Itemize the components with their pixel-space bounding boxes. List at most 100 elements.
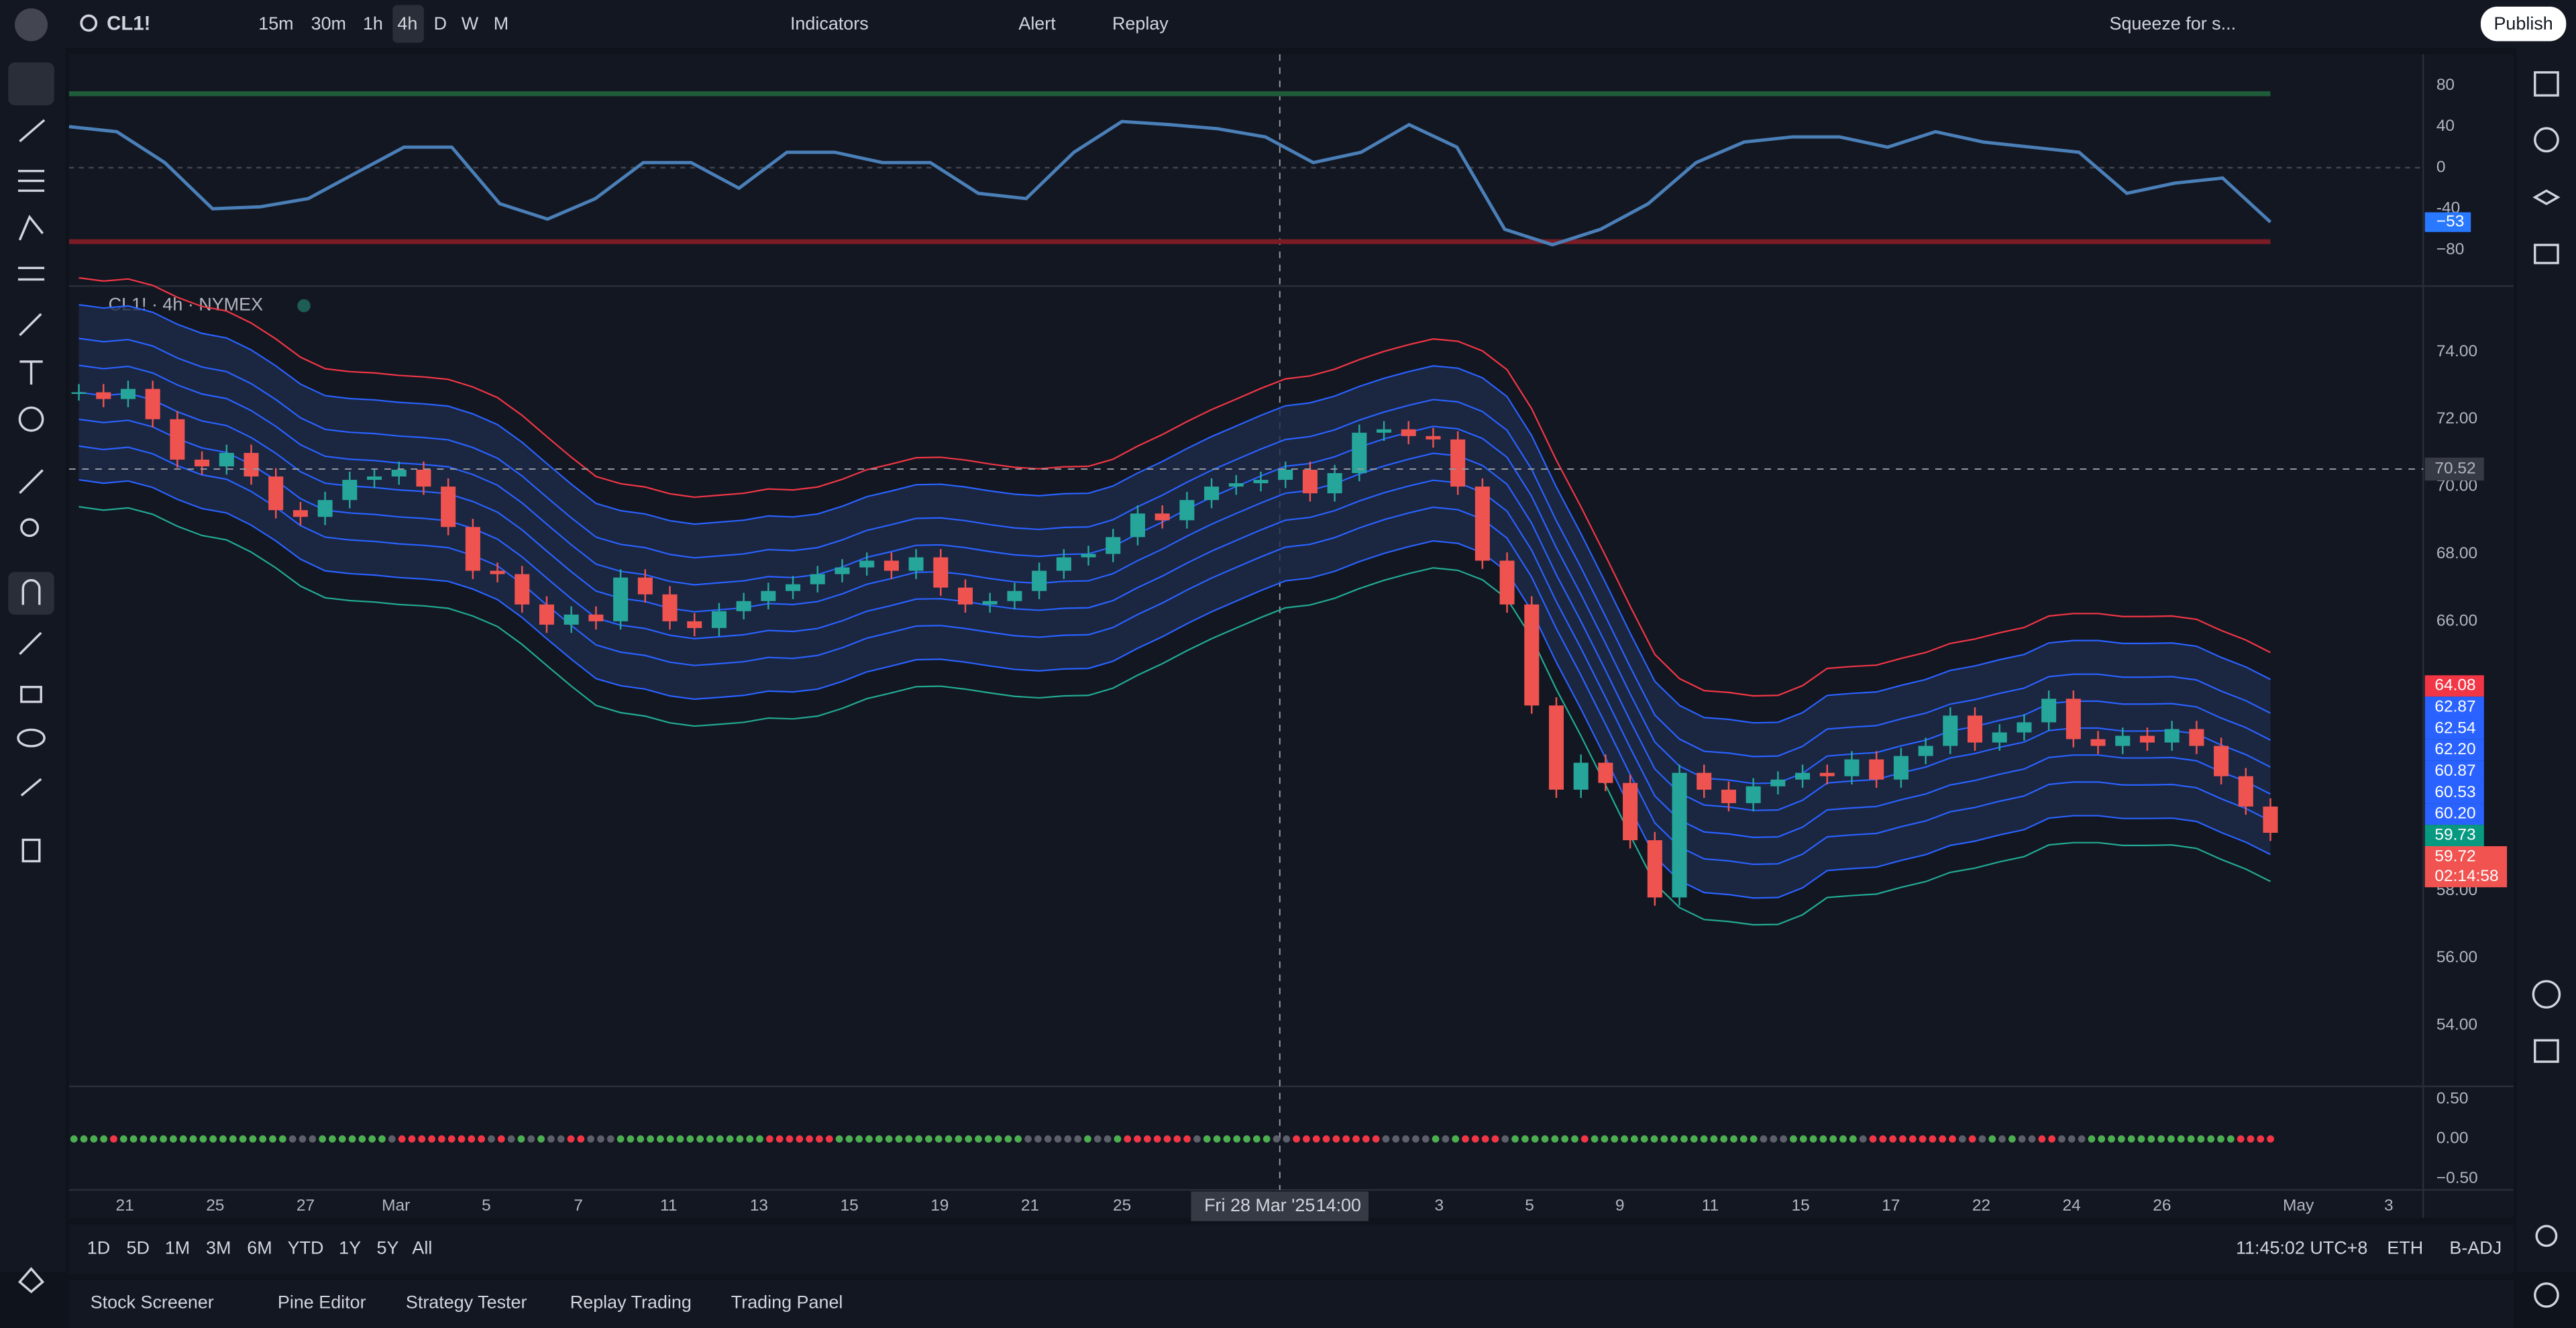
candle-body bbox=[1081, 554, 1096, 558]
candle-body bbox=[2090, 739, 2106, 746]
candle-body bbox=[786, 584, 801, 591]
candle-body bbox=[2164, 729, 2180, 743]
range-button[interactable]: YTD bbox=[288, 1237, 324, 1258]
text-tool[interactable] bbox=[19, 360, 43, 385]
price-tick-label: 56.00 bbox=[2436, 948, 2477, 966]
favorites[interactable] bbox=[17, 1267, 45, 1294]
time-label: 24 bbox=[2063, 1196, 2081, 1215]
squeeze-dot bbox=[1750, 1135, 1758, 1143]
symbol[interactable]: CL1! bbox=[107, 13, 150, 35]
squeeze-dot bbox=[199, 1135, 207, 1143]
cursor-tool[interactable] bbox=[8, 62, 54, 105]
interval-button[interactable]: W bbox=[462, 13, 479, 34]
squeeze-dot bbox=[1929, 1135, 1937, 1143]
squeeze-dot bbox=[1104, 1135, 1112, 1143]
zoom-tool[interactable] bbox=[20, 518, 40, 538]
squeeze-dot bbox=[129, 1135, 138, 1143]
price-label-box bbox=[2424, 697, 2484, 718]
range-button[interactable]: 1D bbox=[87, 1237, 110, 1258]
interval-button[interactable]: 15m bbox=[258, 13, 293, 34]
panel-tab[interactable]: Stock Screener bbox=[91, 1292, 214, 1312]
interval-button[interactable]: M bbox=[494, 13, 508, 34]
layout-name[interactable]: Squeeze for s... bbox=[2109, 13, 2236, 34]
candle-body bbox=[1524, 604, 1540, 706]
price-label: 64.08 bbox=[2434, 676, 2475, 695]
fib-tool[interactable] bbox=[17, 170, 45, 192]
lock-tool[interactable] bbox=[20, 686, 42, 703]
trend-line-tool[interactable] bbox=[19, 119, 46, 143]
candle-body bbox=[564, 614, 579, 625]
candle-body bbox=[2214, 746, 2229, 776]
replay-button[interactable]: Replay bbox=[1112, 13, 1169, 34]
link-tool[interactable] bbox=[20, 778, 42, 797]
plots: 15m 30m 1h 4h D W M80400-40−80−5374.0072.0070.… bbox=[68, 5, 2508, 1312]
range-button[interactable]: 6M bbox=[247, 1237, 272, 1258]
pattern-tool[interactable] bbox=[18, 215, 44, 241]
panel-tab[interactable]: Replay Trading bbox=[570, 1292, 692, 1312]
search-icon[interactable] bbox=[80, 14, 98, 32]
range-button[interactable]: 5Y bbox=[376, 1237, 398, 1258]
session[interactable]: ETH bbox=[2387, 1237, 2423, 1258]
lock-draw-tool[interactable] bbox=[19, 631, 42, 656]
candle-body bbox=[1623, 782, 1638, 841]
candle-body bbox=[539, 604, 555, 625]
watchlist-icon[interactable] bbox=[2534, 71, 2559, 97]
chat-icon[interactable] bbox=[2534, 244, 2559, 264]
squeeze-dot bbox=[278, 1135, 286, 1143]
hide-tool[interactable] bbox=[17, 728, 46, 748]
forecast-tool[interactable] bbox=[17, 266, 45, 281]
range-button[interactable]: 5D bbox=[127, 1237, 150, 1258]
candle-body bbox=[1179, 500, 1195, 521]
candle-body bbox=[1548, 705, 1564, 790]
interval-button[interactable]: 1h bbox=[363, 13, 383, 34]
price-label: 62.20 bbox=[2434, 740, 2475, 758]
interval-button[interactable]: 4h bbox=[397, 13, 417, 34]
candle-body bbox=[1967, 715, 1983, 743]
alert-button[interactable]: Alert bbox=[1018, 13, 1056, 34]
squeeze-dot bbox=[1034, 1135, 1042, 1143]
squeeze-dot bbox=[1739, 1135, 1748, 1143]
data-window-icon[interactable] bbox=[2532, 980, 2561, 1009]
squeeze-dot bbox=[1084, 1135, 1091, 1143]
publish-label: Publish bbox=[2493, 13, 2553, 34]
osc-tick-label: −80 bbox=[2436, 240, 2465, 258]
alerts-icon[interactable] bbox=[2534, 127, 2559, 153]
delete-tool[interactable] bbox=[21, 838, 41, 863]
panel-tab[interactable]: Strategy Tester bbox=[406, 1292, 527, 1312]
left-tool-icons bbox=[17, 71, 2561, 1308]
candle-body bbox=[391, 470, 407, 477]
calendar-icon[interactable] bbox=[2534, 1039, 2559, 1063]
squeeze-dot bbox=[338, 1135, 346, 1143]
range-button[interactable]: 1Y bbox=[339, 1237, 361, 1258]
range-button[interactable]: 1M bbox=[165, 1237, 190, 1258]
brush-tool[interactable] bbox=[19, 313, 42, 336]
layers-icon[interactable] bbox=[2532, 189, 2561, 205]
ruler-tool[interactable] bbox=[19, 469, 44, 495]
squeeze-dot bbox=[1591, 1135, 1599, 1143]
interval-active bbox=[392, 5, 424, 43]
price-tick-label: 72.00 bbox=[2436, 409, 2477, 427]
panel-tab[interactable]: Trading Panel bbox=[731, 1292, 843, 1312]
candle-body bbox=[1918, 746, 1933, 756]
adjustment[interactable]: B-ADJ bbox=[2449, 1237, 2502, 1258]
help-icon[interactable] bbox=[2534, 1282, 2559, 1308]
interval-button[interactable]: 30m bbox=[311, 13, 346, 34]
notifications-icon[interactable] bbox=[2535, 1225, 2558, 1247]
range-button[interactable]: 3M bbox=[206, 1237, 231, 1258]
squeeze-dot bbox=[1521, 1135, 1529, 1143]
avatar[interactable] bbox=[15, 8, 48, 42]
emoji-tool[interactable] bbox=[18, 406, 44, 432]
squeeze-dot bbox=[229, 1135, 237, 1143]
squeeze-dot bbox=[1233, 1135, 1241, 1143]
candle-body bbox=[1007, 591, 1022, 601]
interval-button[interactable]: D bbox=[434, 13, 447, 34]
magnet-tool[interactable] bbox=[8, 572, 54, 615]
squeeze-dot bbox=[955, 1135, 963, 1143]
panel-tab[interactable]: Pine Editor bbox=[278, 1292, 366, 1312]
price-label: 60.87 bbox=[2434, 762, 2475, 780]
publish-button[interactable] bbox=[2480, 6, 2567, 42]
range-button[interactable]: All bbox=[412, 1237, 432, 1258]
indicators-button[interactable]: Indicators bbox=[790, 13, 869, 34]
band-line bbox=[78, 304, 2271, 724]
squeeze-dot bbox=[2028, 1135, 2036, 1143]
